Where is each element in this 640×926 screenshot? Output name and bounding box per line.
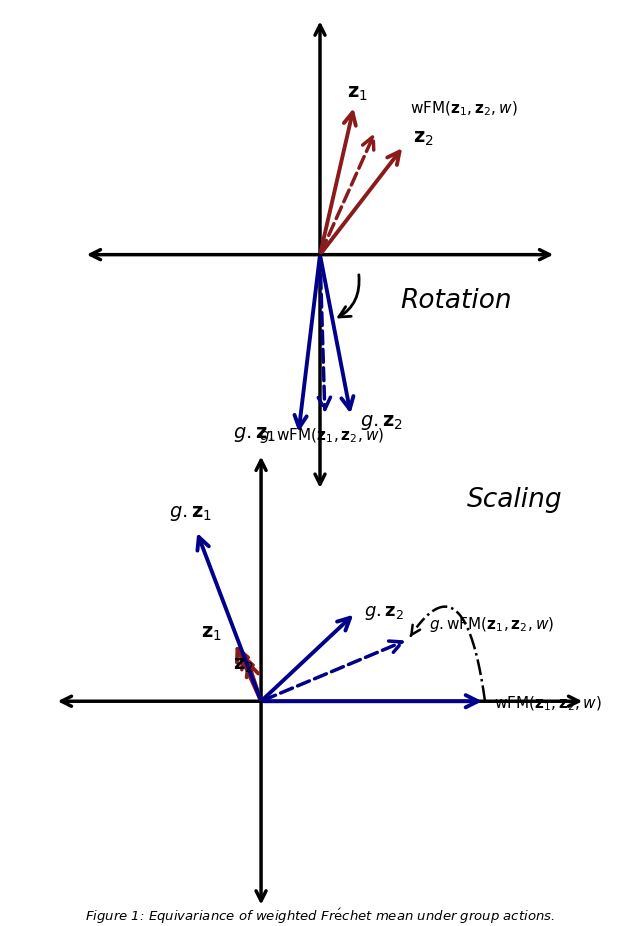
Text: $g.$wFM$(\mathbf{z}_1, \mathbf{z}_2, w)$: $g.$wFM$(\mathbf{z}_1, \mathbf{z}_2, w)$	[429, 615, 554, 633]
Text: $g.\mathbf{z}_2$: $g.\mathbf{z}_2$	[360, 413, 404, 432]
Text: $g.$wFM$(\mathbf{z}_1, \mathbf{z}_2, w)$: $g.$wFM$(\mathbf{z}_1, \mathbf{z}_2, w)$	[259, 426, 385, 444]
Text: wFM$(\mathbf{z}_1, \mathbf{z}_2, w)$: wFM$(\mathbf{z}_1, \mathbf{z}_2, w)$	[410, 99, 518, 118]
FancyArrowPatch shape	[339, 275, 359, 317]
Text: $\mathbf{z}_2$: $\mathbf{z}_2$	[233, 657, 254, 675]
Text: $\mathbf{z}_2$: $\mathbf{z}_2$	[413, 129, 434, 148]
Text: $g.\mathbf{z}_1$: $g.\mathbf{z}_1$	[233, 425, 276, 444]
Text: $g.\mathbf{z}_2$: $g.\mathbf{z}_2$	[364, 604, 404, 622]
Text: Rotation: Rotation	[401, 288, 513, 314]
Text: Scaling: Scaling	[467, 487, 563, 513]
Text: Figure 1: Equivariance of weighted Fr$\acute{\mathrm{e}}$chet mean under group a: Figure 1: Equivariance of weighted Fr$\a…	[85, 907, 555, 926]
Text: $\mathbf{z}_1$: $\mathbf{z}_1$	[201, 624, 221, 643]
Text: $\mathbf{z}_1$: $\mathbf{z}_1$	[347, 84, 368, 104]
Text: wFM$(\mathbf{z}_1, \mathbf{z}_2, w)$: wFM$(\mathbf{z}_1, \mathbf{z}_2, w)$	[494, 695, 602, 713]
Text: $g.\mathbf{z}_1$: $g.\mathbf{z}_1$	[169, 505, 212, 523]
